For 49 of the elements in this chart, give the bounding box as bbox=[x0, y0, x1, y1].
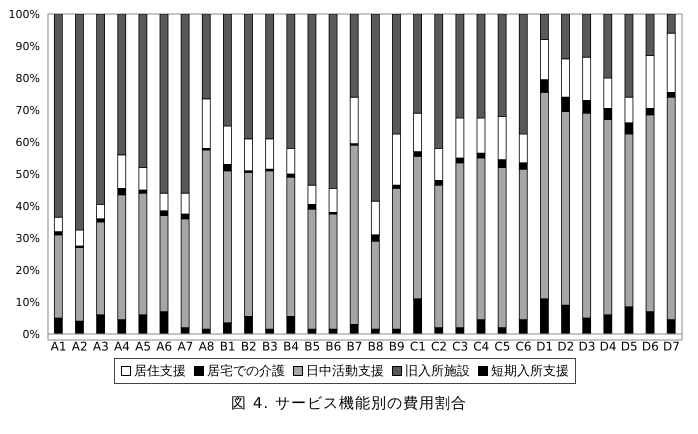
x-tick-label: B9 bbox=[388, 340, 405, 354]
legend-label: 居宅での介護 bbox=[206, 363, 285, 380]
y-tick-label: 0% bbox=[22, 328, 40, 341]
x-tick-label: B1 bbox=[220, 340, 236, 354]
x-tick-label: B4 bbox=[283, 340, 299, 354]
x-tick-label: D7 bbox=[662, 340, 680, 354]
y-tick-label: 100% bbox=[8, 8, 40, 21]
legend-label: 旧入所施設 bbox=[404, 363, 470, 380]
y-tick-label: 60% bbox=[16, 136, 40, 149]
x-tick-label: D2 bbox=[557, 340, 574, 354]
legend-label: 短期入所支援 bbox=[490, 363, 569, 380]
x-tick-label: A5 bbox=[135, 340, 152, 354]
x-tick-label: B6 bbox=[325, 340, 342, 354]
x-tick-label: C2 bbox=[430, 340, 447, 354]
text: 図 4. サービス機能別の費用割合 bbox=[230, 394, 468, 413]
x-tick-label: B7 bbox=[346, 340, 362, 354]
x-tick-label: C1 bbox=[410, 340, 426, 354]
x-tick-label: A4 bbox=[114, 340, 130, 354]
y-tick-label: 30% bbox=[16, 232, 40, 245]
x-tick-label: B8 bbox=[368, 340, 384, 354]
y-tick-label: 20% bbox=[16, 264, 40, 277]
y-tick-label: 90% bbox=[16, 40, 40, 53]
x-tick-label: A3 bbox=[92, 340, 109, 354]
y-tick-label: 70% bbox=[16, 104, 40, 117]
y-tick-label: 80% bbox=[16, 72, 40, 85]
x-tick-label: C4 bbox=[473, 340, 490, 354]
x-tick-label: A1 bbox=[50, 340, 66, 354]
x-tick-label: C5 bbox=[494, 340, 510, 354]
legend-label: 日中活動支援 bbox=[305, 363, 384, 380]
y-tick-label: 40% bbox=[16, 200, 40, 213]
bar bbox=[308, 208, 316, 330]
legend-label: 居住支援 bbox=[133, 363, 186, 380]
x-tick-label: D3 bbox=[578, 340, 596, 354]
x-tick-label: B2 bbox=[240, 340, 257, 354]
x-tick-label: A6 bbox=[156, 340, 172, 354]
x-tick-label: C6 bbox=[515, 340, 532, 354]
x-tick-label: A7 bbox=[177, 340, 194, 354]
x-tick-label: D1 bbox=[536, 340, 554, 354]
x-tick-label: A2 bbox=[72, 340, 88, 354]
y-tick-label: 50% bbox=[16, 168, 40, 181]
x-tick-label: D5 bbox=[620, 340, 638, 354]
x-tick-label: D4 bbox=[600, 340, 616, 354]
bar bbox=[392, 188, 401, 330]
x-tick-label: B5 bbox=[304, 340, 320, 354]
x-tick-label: D6 bbox=[642, 340, 659, 354]
x-tick-label: C3 bbox=[452, 340, 468, 354]
x-tick-label: B3 bbox=[262, 340, 278, 354]
y-tick-label: 10% bbox=[16, 296, 40, 309]
x-tick-label: A8 bbox=[198, 340, 214, 354]
